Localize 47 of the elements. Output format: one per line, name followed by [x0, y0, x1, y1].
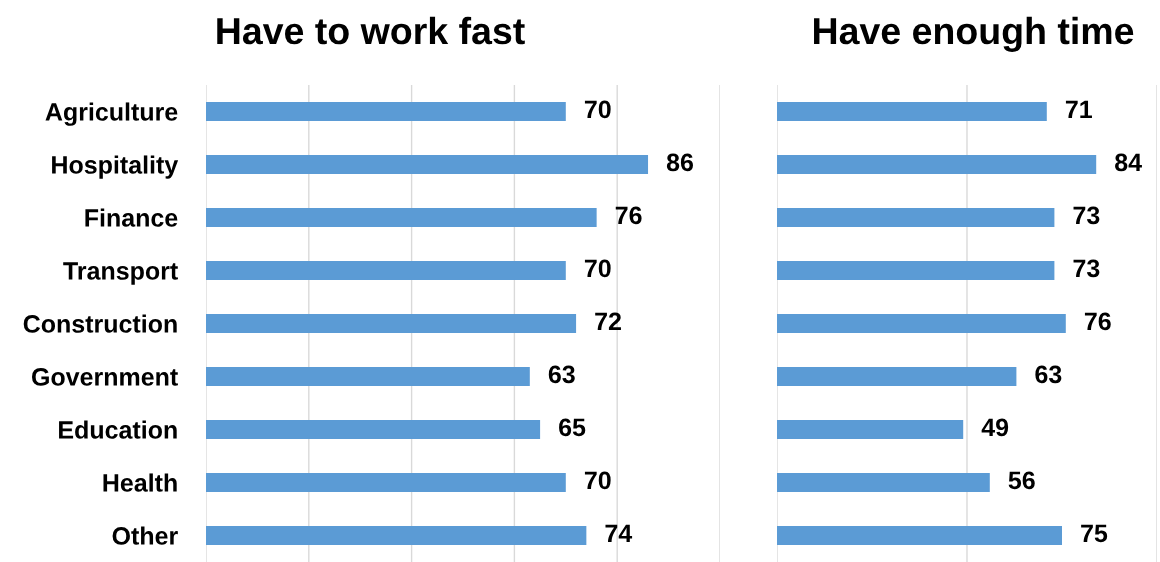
data-label: 74: [605, 524, 633, 542]
data-label: 73: [1073, 259, 1100, 278]
y-tick-label: Government: [32, 368, 178, 386]
bar: [206, 525, 587, 546]
data-label: 63: [1035, 365, 1062, 384]
bar: [777, 419, 964, 440]
y-tick-label: Construction: [23, 314, 177, 333]
data-label: 56: [1008, 471, 1035, 490]
y-tick-label: Other: [112, 526, 178, 545]
data-label: 49: [981, 418, 1009, 437]
data-label: 63: [548, 365, 575, 384]
y-tick-label: Finance: [85, 208, 178, 227]
bar: [777, 207, 1055, 228]
data-label: 86: [666, 153, 693, 172]
chart-title: Have to work fast: [217, 16, 525, 45]
bar: [206, 207, 597, 228]
y-tick-label: Transport: [63, 262, 178, 285]
chart-title: Have enough time: [814, 16, 1134, 52]
data-label: 70: [584, 471, 611, 490]
bar: [206, 313, 577, 334]
bar: [206, 154, 649, 175]
bar: [206, 419, 541, 440]
data-label: 72: [595, 312, 621, 330]
data-label: 84: [1115, 153, 1142, 172]
data-label: 65: [559, 418, 586, 437]
bar: [777, 366, 1017, 387]
data-label: 73: [1073, 206, 1100, 225]
bar: [206, 101, 566, 122]
bar: [777, 472, 990, 493]
bar: [777, 525, 1062, 546]
data-label: 76: [615, 206, 642, 225]
data-label: 76: [1084, 312, 1111, 331]
bar: [206, 472, 566, 493]
data-label: 71: [1065, 100, 1092, 118]
y-tick-label: Hospitality: [52, 155, 179, 179]
data-label: 70: [584, 100, 611, 119]
bar: [206, 366, 530, 387]
bar: [777, 260, 1055, 281]
data-label: 75: [1081, 524, 1108, 543]
bar: [777, 313, 1066, 334]
bar: [206, 260, 566, 281]
y-tick-label: Agriculture: [45, 102, 178, 126]
y-tick-label: Education: [59, 420, 177, 439]
bar: [777, 154, 1097, 175]
y-tick-label: Health: [103, 473, 177, 492]
bar: [777, 101, 1047, 122]
data-label: 70: [584, 259, 611, 278]
